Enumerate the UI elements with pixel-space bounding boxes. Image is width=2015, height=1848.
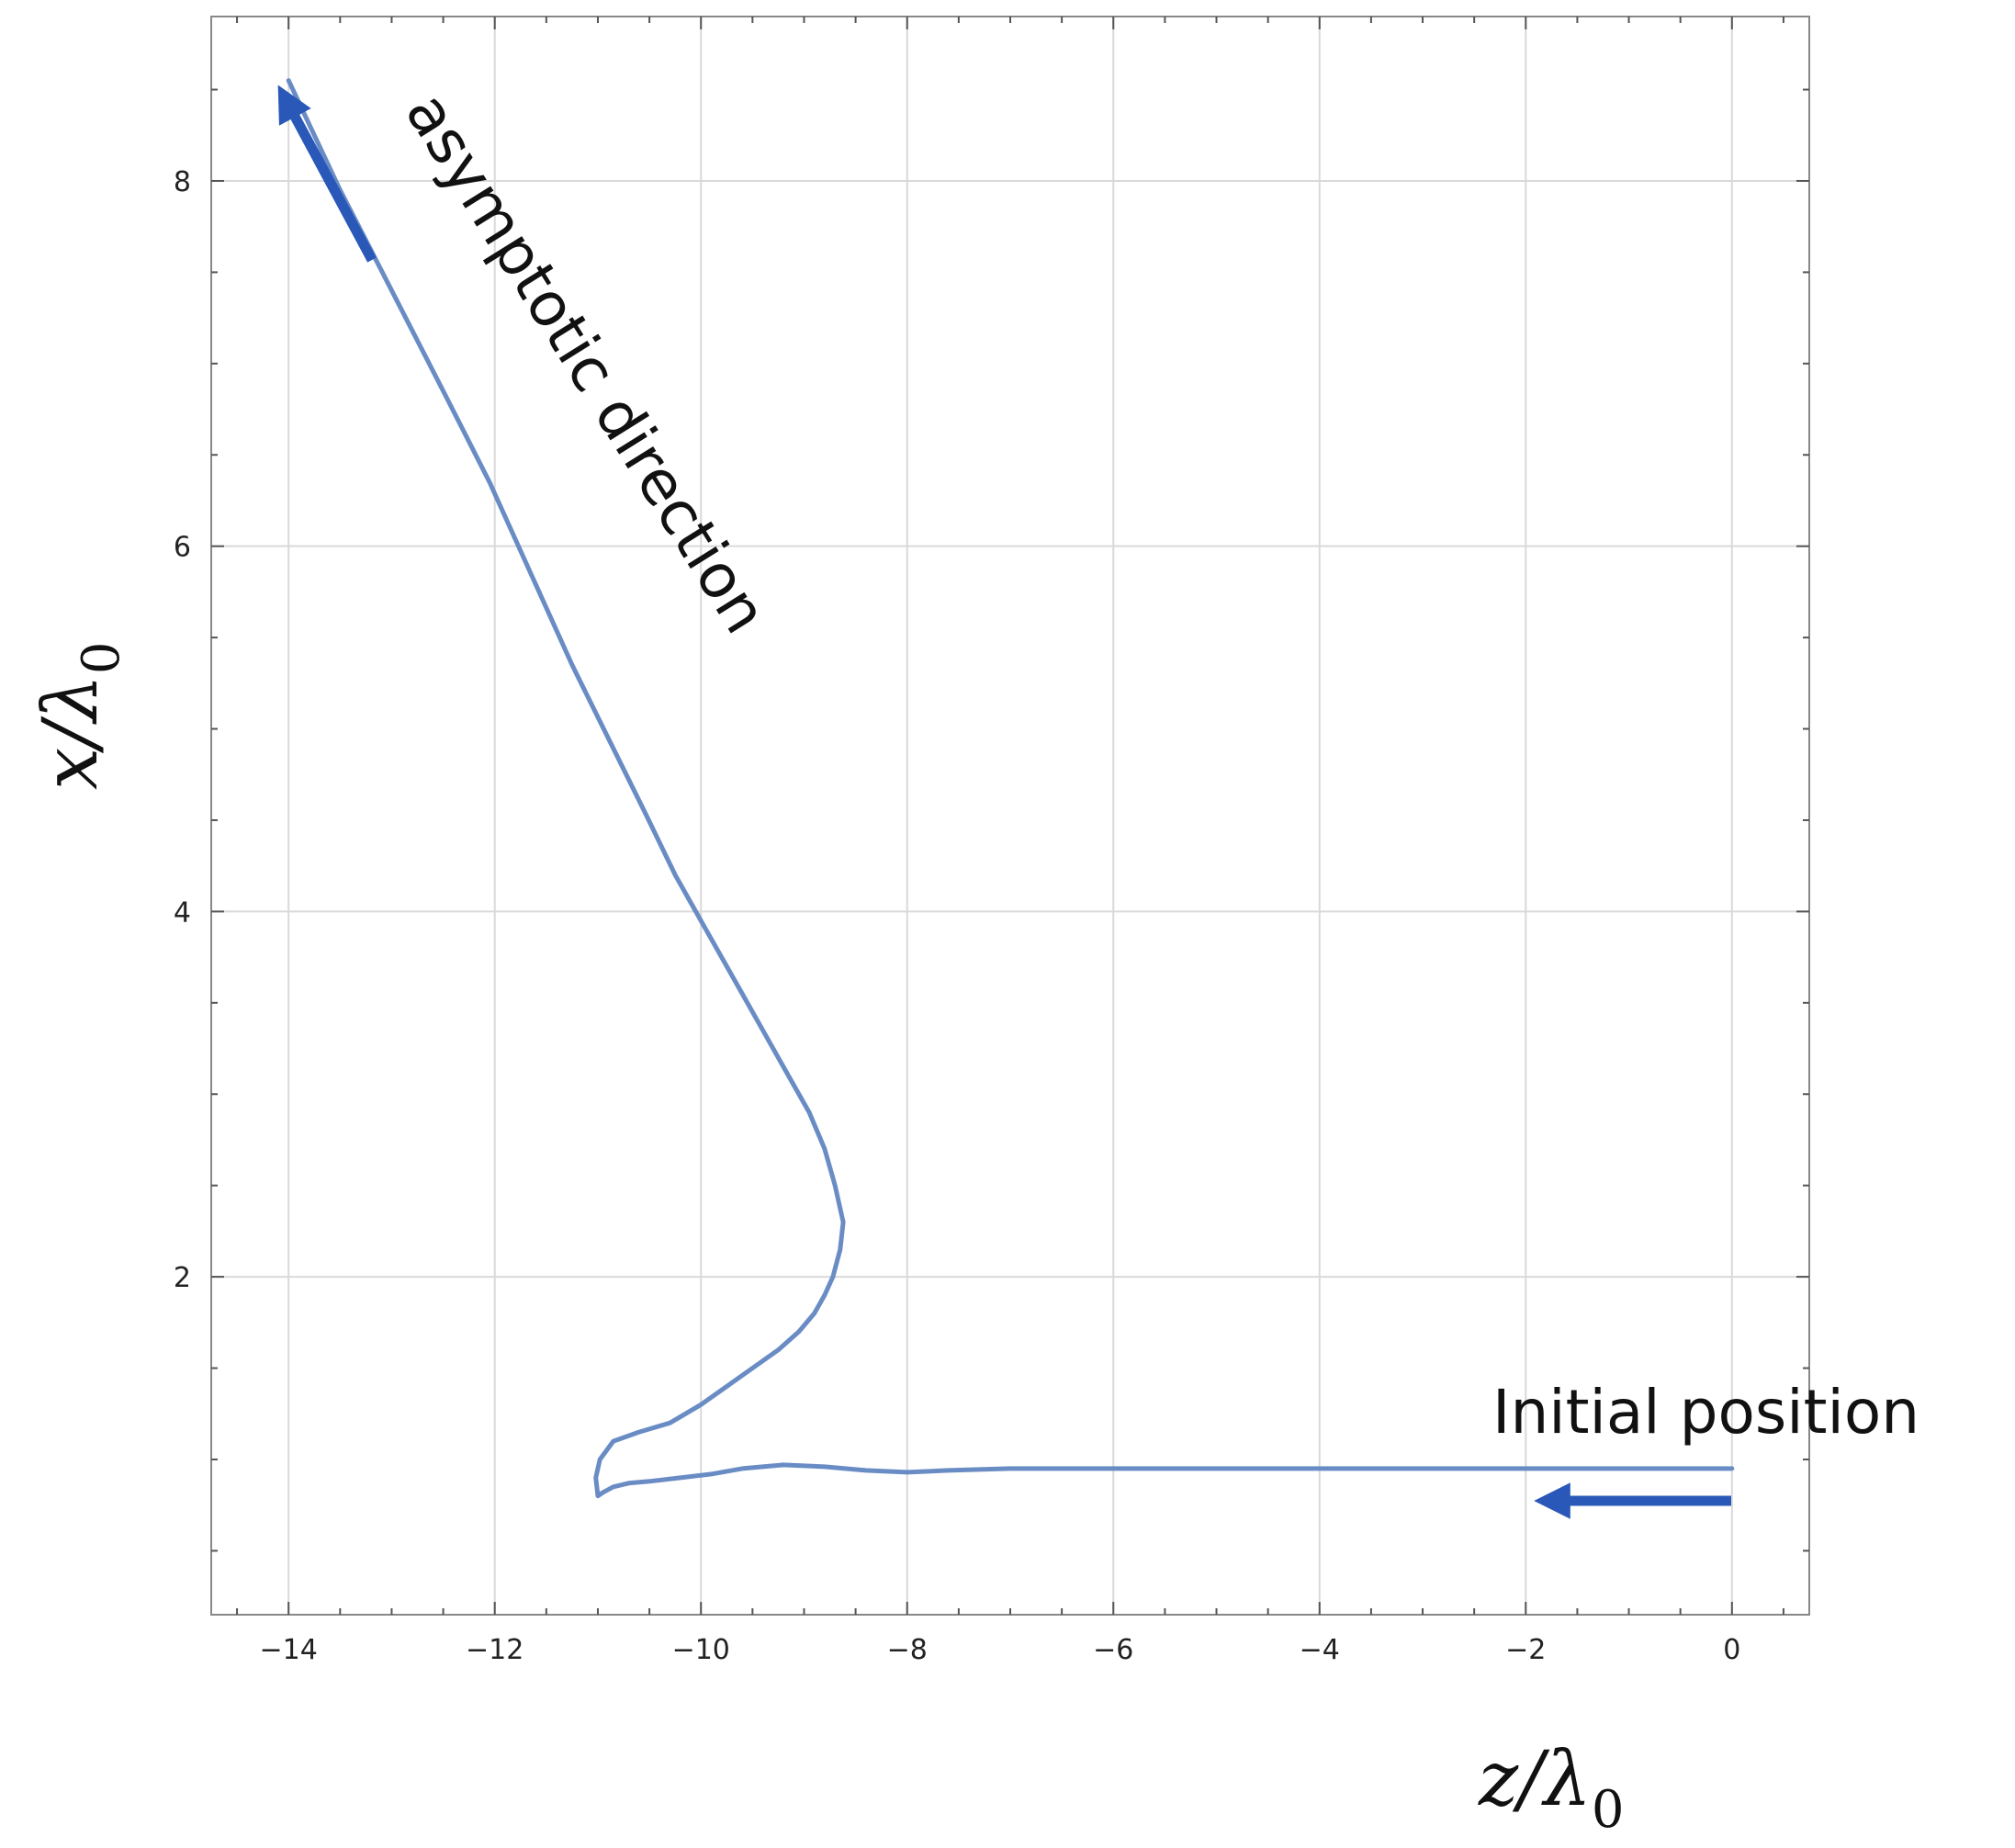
trajectory-line — [286, 78, 1735, 1499]
x-tick-label: −10 — [672, 1634, 730, 1666]
x-tick-label: −14 — [260, 1634, 318, 1666]
y-tick-label: 6 — [174, 532, 191, 564]
plot-frame — [210, 16, 1810, 1616]
y-tick-label: 8 — [174, 166, 191, 198]
x-tick-label: −6 — [1093, 1634, 1133, 1666]
asymptotic-direction-arrow — [277, 85, 377, 263]
svg-text:x/λ0: x/λ0 — [28, 642, 131, 790]
y-axis-label: x/λ0 — [28, 642, 131, 790]
x-tick-label: −4 — [1300, 1634, 1340, 1666]
grid-lines — [211, 17, 1809, 1615]
axis-ticks: −14 −12 −10 −8 −6 −4 −2 0 2 4 6 8 — [174, 17, 1809, 1666]
y-tick-label: 4 — [174, 896, 191, 929]
y-tick-label: 2 — [174, 1262, 191, 1294]
asymptotic-annotation: asymptotic direction — [391, 81, 781, 646]
series-group — [286, 78, 1735, 1499]
x-tick-label: −2 — [1505, 1634, 1546, 1666]
x-tick-label: −8 — [887, 1634, 928, 1666]
svg-text:z/λ0: z/λ0 — [1478, 1736, 1624, 1840]
svg-text:asymptotic direction: asymptotic direction — [391, 81, 781, 646]
x-axis-label: z/λ0 — [1478, 1736, 1624, 1840]
x-tick-label: 0 — [1723, 1634, 1740, 1666]
initial-position-annotation: Initial position — [1492, 1377, 1919, 1448]
x-tick-label: −12 — [466, 1634, 523, 1666]
